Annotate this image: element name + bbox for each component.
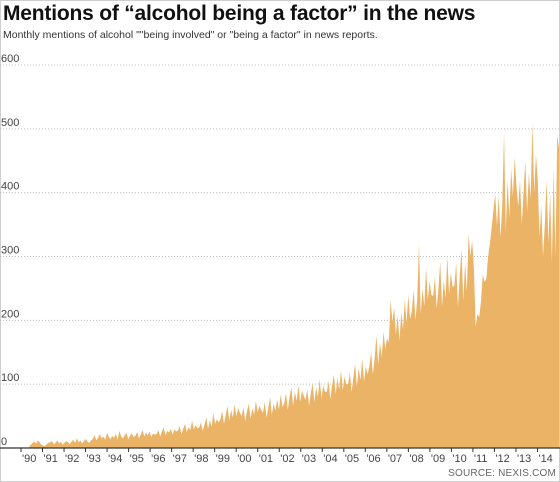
x-tick-label: '12 bbox=[495, 453, 509, 465]
x-tick-label: '14 bbox=[538, 453, 552, 465]
gridlines bbox=[0, 64, 560, 385]
x-tick-label: '96 bbox=[151, 453, 165, 465]
x-tick-label: '99 bbox=[216, 453, 230, 465]
y-tick-label: 100 bbox=[1, 372, 19, 384]
chart-title: Mentions of “alcohol being a factor” in … bbox=[3, 2, 476, 25]
x-tick-label: '92 bbox=[65, 453, 79, 465]
x-tick-label: '03 bbox=[302, 453, 316, 465]
x-tick-label: '09 bbox=[431, 453, 445, 465]
y-tick-label: 0 bbox=[1, 436, 7, 448]
x-tick-label: '01 bbox=[259, 453, 273, 465]
y-tick-label: 200 bbox=[1, 308, 19, 320]
x-tick-label: '11 bbox=[474, 453, 488, 465]
axes: 0 100 200 300 400 500 600 '90 '91 '92 '93 '94 '95 '96… bbox=[0, 53, 560, 465]
chart-subtitle: Monthly mentions of alcohol ""being invo… bbox=[3, 29, 378, 41]
x-tick-label: '10 bbox=[452, 453, 466, 465]
y-tick-label: 500 bbox=[1, 117, 19, 129]
x-tick-label: '91 bbox=[44, 453, 58, 465]
x-tick-label: '04 bbox=[323, 453, 337, 465]
x-tick-label: '90 bbox=[22, 453, 36, 465]
x-tick-label: '95 bbox=[130, 453, 144, 465]
x-tick-label: '02 bbox=[280, 453, 294, 465]
x-tick-label: '06 bbox=[366, 453, 380, 465]
x-tick-label: '00 bbox=[237, 453, 251, 465]
x-tick-label: '13 bbox=[517, 453, 531, 465]
x-tick-label: '98 bbox=[194, 453, 208, 465]
source-note: SOURCE: NEXIS.COM bbox=[448, 468, 556, 479]
x-tick-label: '93 bbox=[87, 453, 101, 465]
x-tick-label: '07 bbox=[388, 453, 402, 465]
x-tick-label: '94 bbox=[108, 453, 122, 465]
area-fill bbox=[29, 122, 559, 448]
y-tick-label: 400 bbox=[1, 181, 19, 193]
area-series bbox=[29, 122, 559, 448]
y-tick-label: 600 bbox=[1, 53, 19, 65]
x-tick-label: '08 bbox=[409, 453, 423, 465]
x-tick-label: '05 bbox=[345, 453, 359, 465]
x-tick-label: '97 bbox=[173, 453, 187, 465]
y-tick-label: 300 bbox=[1, 245, 19, 257]
